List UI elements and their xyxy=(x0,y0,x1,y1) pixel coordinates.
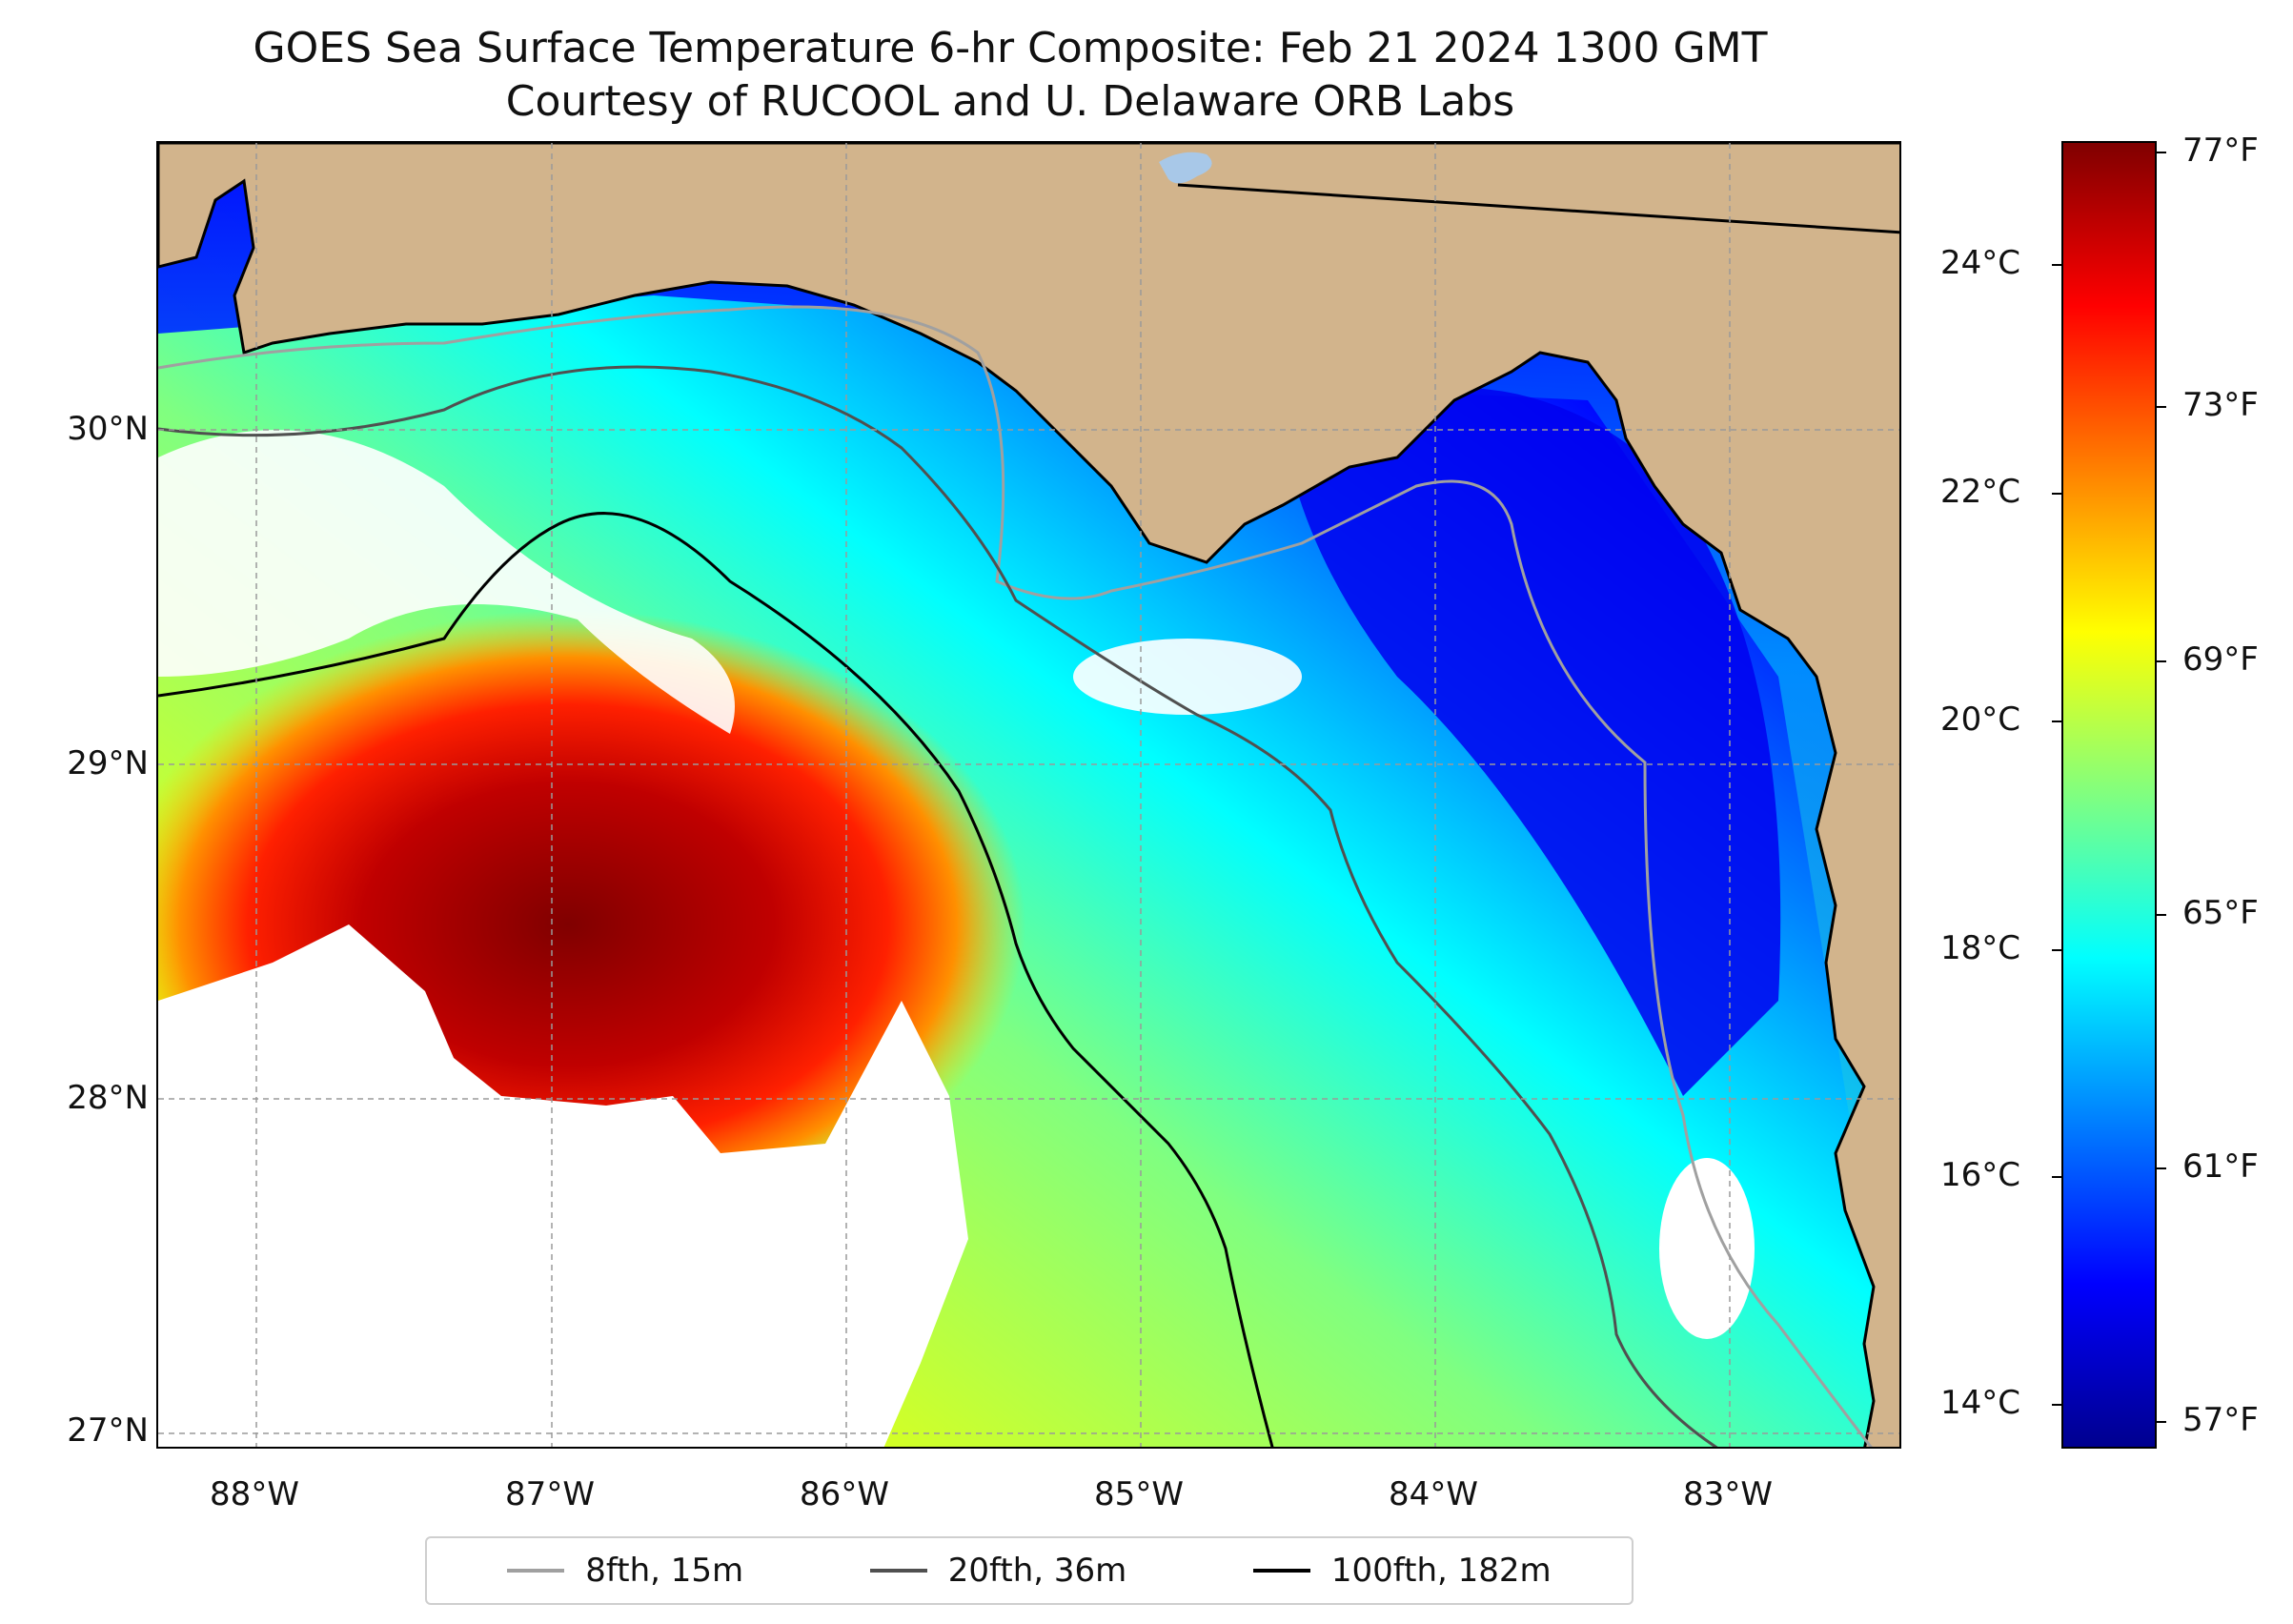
sst-map-canvas xyxy=(158,143,1899,1447)
lon-tick-88: 88°W xyxy=(210,1475,299,1513)
temperature-colorbar xyxy=(2061,141,2157,1449)
lon-tick-86: 86°W xyxy=(800,1475,889,1513)
legend-swatch-182m xyxy=(1252,1569,1310,1573)
colorbar-f-tick xyxy=(2157,660,2166,662)
colorbar-c-tick xyxy=(2052,1176,2061,1178)
legend-item-15m: 8fth, 15m xyxy=(507,1552,743,1590)
legend-item-36m: 20fth, 36m xyxy=(869,1552,1127,1590)
legend-item-182m: 100fth, 182m xyxy=(1252,1552,1552,1590)
colorbar-celsius-14: 14°C xyxy=(1940,1384,2021,1422)
lat-tick-29: 29°N xyxy=(67,744,149,782)
no-data-southwest xyxy=(158,924,968,1447)
contour-15m xyxy=(158,305,1873,1447)
no-data-east xyxy=(1659,1158,1755,1339)
colorbar-f-tick xyxy=(2157,1167,2166,1169)
lon-tick-84: 84°W xyxy=(1389,1475,1478,1513)
colorbar-celsius-22: 22°C xyxy=(1940,473,2021,511)
colorbar-f-tick xyxy=(2157,152,2166,153)
lat-tick-30: 30°N xyxy=(67,410,149,448)
colorbar-f-tick xyxy=(2157,406,2166,408)
colorbar-celsius-18: 18°C xyxy=(1940,929,2021,967)
colorbar-fahrenheit-73: 73°F xyxy=(2182,386,2259,424)
lon-tick-83: 83°W xyxy=(1683,1475,1773,1513)
legend-label-15m: 8fth, 15m xyxy=(585,1552,744,1590)
colorbar-fahrenheit-57: 57°F xyxy=(2182,1401,2259,1439)
colorbar-f-tick xyxy=(2157,1421,2166,1423)
lon-tick-87: 87°W xyxy=(505,1475,595,1513)
colorbar-fahrenheit-65: 65°F xyxy=(2182,894,2259,932)
chart-subtitle: Courtesy of RUCOOL and U. Delaware ORB L… xyxy=(505,77,1515,126)
lat-tick-27: 27°N xyxy=(67,1411,149,1450)
colorbar-fahrenheit-61: 61°F xyxy=(2182,1147,2259,1186)
contour-182m xyxy=(158,512,1274,1447)
chart-title: GOES Sea Surface Temperature 6-hr Compos… xyxy=(253,24,1768,72)
colorbar-celsius-20: 20°C xyxy=(1940,700,2021,739)
colorbar-c-tick xyxy=(2052,493,2061,495)
colorbar-f-tick xyxy=(2157,914,2166,916)
state-border xyxy=(1177,183,1899,234)
sst-cold-bigbend xyxy=(1283,387,1781,1096)
colorbar-c-tick xyxy=(2052,264,2061,266)
legend-swatch-15m xyxy=(507,1569,565,1573)
lat-tick-28: 28°N xyxy=(67,1079,149,1117)
no-data-shelf-edge xyxy=(158,430,735,734)
no-data-north xyxy=(1073,639,1302,715)
colorbar-fahrenheit-77: 77°F xyxy=(2182,132,2259,170)
colorbar-fahrenheit-69: 69°F xyxy=(2182,640,2259,679)
legend-swatch-36m xyxy=(869,1569,927,1573)
colorbar-celsius-16: 16°C xyxy=(1940,1156,2021,1194)
colorbar-c-tick xyxy=(2052,949,2061,951)
colorbar-celsius-24: 24°C xyxy=(1940,244,2021,282)
contour-36m xyxy=(158,365,1718,1447)
depth-contour-legend: 8fth, 15m 20fth, 36m 100fth, 182m xyxy=(425,1536,1634,1605)
colorbar-c-tick xyxy=(2052,721,2061,722)
lon-tick-85: 85°W xyxy=(1094,1475,1184,1513)
map-grid xyxy=(158,143,1899,1447)
legend-label-36m: 20fth, 36m xyxy=(947,1552,1127,1590)
inland-lake xyxy=(1159,152,1212,184)
land-mass xyxy=(158,143,1899,1447)
colorbar-c-tick xyxy=(2052,1404,2061,1406)
sst-map[interactable] xyxy=(156,141,1901,1449)
legend-label-182m: 100fth, 182m xyxy=(1330,1552,1552,1590)
